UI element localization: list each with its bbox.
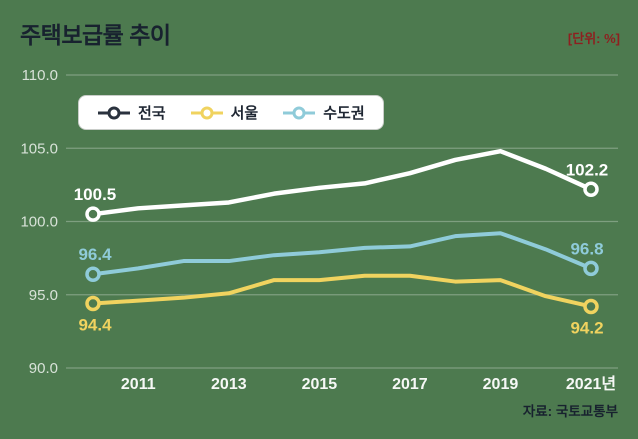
- series-line-seoul: [91, 273, 593, 309]
- x-tick-label: 2011: [121, 376, 156, 393]
- x-tick-label: 2015: [302, 376, 338, 393]
- data-point-marker-metro: [85, 266, 101, 282]
- source-label: 자료: 국토교통부: [522, 404, 618, 419]
- value-label-nationwide: 102.2: [566, 160, 609, 179]
- legend-item-label: 수도권: [323, 105, 365, 122]
- value-label-seoul: 94.2: [570, 318, 603, 337]
- data-point-marker-metro: [583, 260, 599, 277]
- page-title: 주택보급률 추이: [20, 22, 171, 48]
- series-line-nationwide: [90, 148, 594, 217]
- x-tick-label: 2013: [211, 376, 247, 393]
- legend-item-metro: 수도권: [282, 102, 365, 123]
- series-line-metro: [91, 231, 593, 277]
- value-label-metro: 96.8: [570, 239, 603, 258]
- y-tick-label: 90.0: [29, 360, 58, 377]
- legend-item-nationwide: 전국: [97, 102, 166, 123]
- y-tick-label: 100.0: [20, 214, 58, 231]
- x-tick-label: 2021년: [566, 374, 616, 393]
- legend-marker-icon: [190, 106, 223, 119]
- legend-marker-icon: [283, 106, 316, 119]
- legend-item-label: 전국: [138, 105, 166, 122]
- x-tick-label: 2019: [483, 376, 519, 393]
- x-tick-label: 2017: [392, 376, 428, 393]
- legend-marker-icon: [98, 106, 130, 119]
- data-point-marker-nationwide: [583, 181, 599, 198]
- value-label-nationwide: 100.5: [74, 185, 117, 204]
- y-tick-label: 110.0: [22, 67, 58, 84]
- data-point-marker-nationwide: [85, 206, 101, 222]
- legend-item-label: 서울: [230, 105, 259, 122]
- y-tick-label: 95.0: [29, 287, 58, 304]
- legend-item-seoul: 서울: [190, 102, 259, 123]
- data-point-marker-seoul: [85, 295, 101, 312]
- unit-label: [단위: %]: [567, 31, 620, 46]
- y-tick-label: 105.0: [20, 140, 58, 157]
- data-point-marker-seoul: [583, 298, 599, 315]
- legend: 전국 서울 수도권: [78, 95, 384, 130]
- value-label-metro: 96.4: [78, 245, 112, 264]
- value-label-seoul: 94.4: [78, 316, 112, 335]
